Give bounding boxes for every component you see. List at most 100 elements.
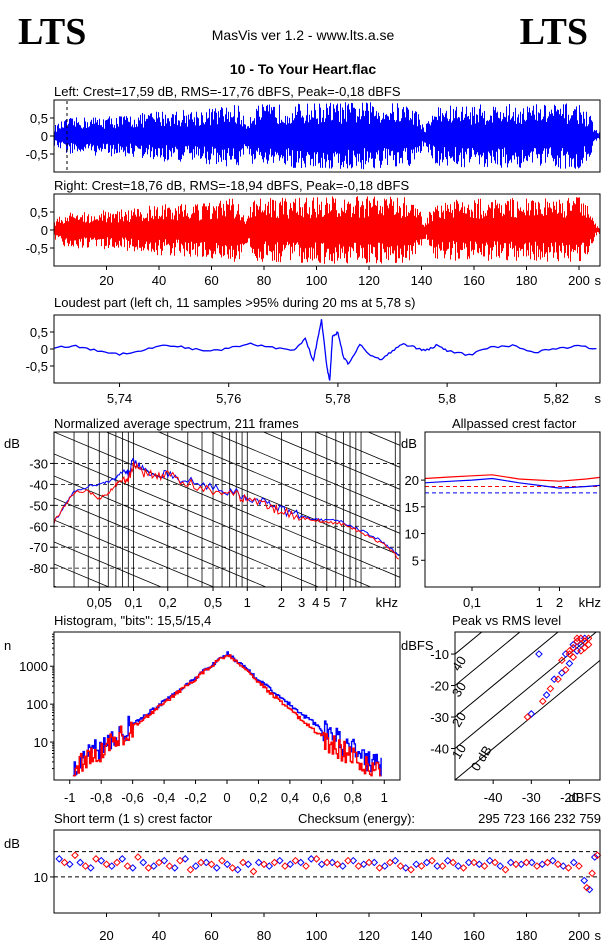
short-term-crest-point (538, 860, 547, 869)
allpassed-crest-ytick-label: 15 (405, 500, 419, 515)
waveform-left-ytick-label: 0 (41, 129, 48, 144)
short-term-crest-point (128, 864, 137, 872)
short-term-crest-point (144, 864, 153, 872)
histogram-ytick-label: 10 (34, 735, 48, 750)
peak-vs-rms-ytick-label: -20 (430, 679, 449, 694)
short-term-crest-point (212, 864, 221, 872)
spectrum-ytick-label: -60 (29, 519, 48, 534)
peak-vs-rms-point (558, 669, 566, 677)
peak-vs-rms-ylabel: dBFS (401, 638, 434, 653)
waveform-right-title: Right: Crest=18,76 dB, RMS=-18,94 dBFS, … (54, 178, 409, 193)
peak-vs-rms-point (573, 634, 581, 643)
waveform-right-xtick-label: 140 (411, 273, 433, 288)
short-term-crest-point (496, 862, 505, 870)
peak-vs-rms-diagonals (455, 632, 600, 780)
allpassed-crest-ytick-label: 20 (405, 473, 419, 488)
waveform-right-xtick-label: 80 (257, 273, 271, 288)
allpassed-crest-xtick-label: 0,1 (463, 595, 481, 610)
loudest-part-xtick-label: 5,76 (216, 391, 241, 406)
short-term-crest-point (254, 858, 263, 867)
short-term-crest-point (454, 862, 463, 870)
short-term-crest-point (317, 860, 326, 869)
short-term-crest-point (554, 860, 562, 869)
short-term-crest-point (244, 860, 253, 869)
short-term-crest-point (575, 862, 583, 870)
peak-vs-rms-point (561, 665, 570, 674)
short-term-crest-point (181, 855, 190, 863)
waveform-right-xtick-label: 40 (152, 273, 166, 288)
short-term-crest-point (428, 856, 436, 865)
short-term-crest-point (380, 862, 389, 870)
short-term-crest-point (401, 864, 410, 872)
short-term-crest-point (559, 862, 568, 870)
peak-vs-rms-diagonal-label: 20 (449, 709, 469, 729)
peak-vs-rms-xtick-label: -20 (560, 790, 579, 805)
short-term-crest-point (149, 862, 158, 870)
short-term-crest-point (233, 865, 242, 874)
loudest-part-xtick-label: 5,74 (107, 391, 132, 406)
histogram-series-1 (72, 654, 382, 777)
histogram-ytick-label: 1000 (19, 659, 48, 674)
logo-right: LTS (519, 11, 588, 53)
spectrum-slope-lines (54, 432, 400, 587)
short-term-crest-point (333, 860, 342, 869)
histogram-xtick-label: -0,8 (90, 790, 112, 805)
spectrum-ytick-label: -40 (29, 477, 48, 492)
short-term-crest-point (443, 856, 452, 865)
short-term-crest-point (160, 856, 169, 865)
short-term-crest-point (533, 862, 541, 870)
short-term-crest-point (302, 862, 310, 870)
short-term-crest-point (281, 862, 289, 870)
allpassed-crest-ytick-label: 5 (412, 553, 419, 568)
short-term-crest-point (548, 856, 557, 865)
short-term-crest-ylabel: dB (4, 836, 20, 851)
loudest-part-xtick-label: 5,8 (438, 391, 456, 406)
allpassed-crest-title: Allpassed crest factor (452, 416, 577, 431)
short-term-crest-point (92, 855, 100, 863)
short-term-crest-point (491, 858, 499, 867)
spectrum-xtick-label: 0,2 (159, 595, 177, 610)
short-term-crest-point (291, 856, 300, 865)
peak-vs-rms-point (523, 713, 532, 721)
short-term-crest-point (412, 860, 421, 869)
peak-vs-rms-xtick-label: -40 (484, 790, 503, 805)
spectrum-xtick-label: 0,5 (204, 595, 222, 610)
spectrum-xtick-label: 1 (244, 595, 251, 610)
peak-vs-rms-xunit: dBFS (568, 790, 601, 805)
loudest-part-ytick-label: 0 (41, 342, 48, 357)
waveform-right-xtick-label: 20 (99, 273, 113, 288)
peak-vs-rms-point (580, 637, 589, 646)
short-term-crest-xtick-label: 140 (411, 928, 433, 943)
spectrum-title: Normalized average spectrum, 211 frames (54, 416, 299, 431)
short-term-crest-point (260, 860, 268, 869)
waveform-right-ytick-label: 0 (41, 223, 48, 238)
short-term-crest-point (239, 858, 247, 867)
peak-vs-rms-diagonal-label: 40 (449, 653, 469, 673)
short-term-crest-point (396, 862, 405, 870)
peak-vs-rms-diagonal-label: 10 (449, 741, 469, 761)
short-term-crest-point (134, 853, 142, 861)
short-term-crest-point (580, 876, 589, 885)
short-term-crest-point (207, 860, 216, 869)
short-term-crest-point (170, 864, 179, 872)
short-term-crest-title: Short term (1 s) crest factor (54, 811, 213, 826)
short-term-crest-point (71, 851, 79, 860)
short-term-crest-point (344, 856, 352, 865)
short-term-crest-xtick-label: 160 (463, 928, 485, 943)
loudest-part-xtick-label: 5,78 (325, 391, 350, 406)
short-term-crest-checksum-label: Checksum (energy): (298, 811, 415, 826)
histogram-xtick-label: -0,4 (153, 790, 175, 805)
short-term-crest-point (433, 862, 442, 870)
short-term-crest-point (512, 860, 520, 869)
spectrum-xtick-label: 3 (298, 595, 305, 610)
peak-vs-rms-point (542, 691, 551, 699)
short-term-crest-point (485, 856, 494, 865)
short-term-crest-point (107, 862, 116, 870)
peak-vs-rms-point (565, 659, 574, 668)
short-term-crest-point (328, 858, 337, 867)
short-term-crest-point (527, 858, 536, 867)
peak-vs-rms-point (558, 656, 566, 665)
peak-vs-rms-point (584, 640, 593, 649)
short-term-crest-xtick-label: 180 (516, 928, 538, 943)
loudest-part-ytick-label: -0,5 (26, 359, 48, 374)
